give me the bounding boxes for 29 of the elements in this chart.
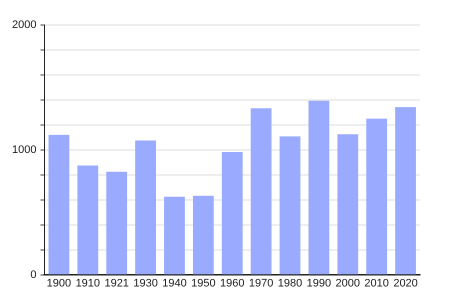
y-tick-label: 0	[30, 268, 36, 281]
bar	[135, 140, 156, 274]
x-tick-label: 1921	[104, 277, 129, 290]
bar	[192, 196, 214, 274]
bar	[250, 108, 272, 274]
x-tick-label: 2000	[336, 277, 360, 290]
x-tick-label: 1990	[306, 277, 332, 290]
x-tick-label: 1900	[46, 277, 72, 290]
bar	[308, 100, 330, 274]
bar	[395, 107, 416, 274]
bar	[280, 136, 300, 274]
x-tick-label: 1930	[133, 277, 158, 290]
x-tick-label: 1910	[76, 277, 100, 290]
x-tick-label: 2020	[393, 277, 418, 290]
bar	[366, 118, 388, 274]
bar	[48, 134, 70, 274]
x-tick-label: 1970	[248, 277, 274, 290]
x-tick-label: 1950	[191, 277, 216, 290]
x-tick-label: 1980	[278, 277, 302, 290]
bar	[77, 166, 98, 274]
y-tick-label: 2000	[12, 19, 36, 32]
bar	[222, 152, 243, 274]
bar	[106, 172, 128, 274]
bar	[337, 134, 358, 274]
y-tick-label: 1000	[12, 144, 36, 156]
x-tick-label: 1940	[162, 277, 187, 290]
bar	[164, 196, 185, 274]
x-tick-label: 2010	[364, 277, 389, 290]
x-tick-label: 1960	[220, 277, 244, 290]
